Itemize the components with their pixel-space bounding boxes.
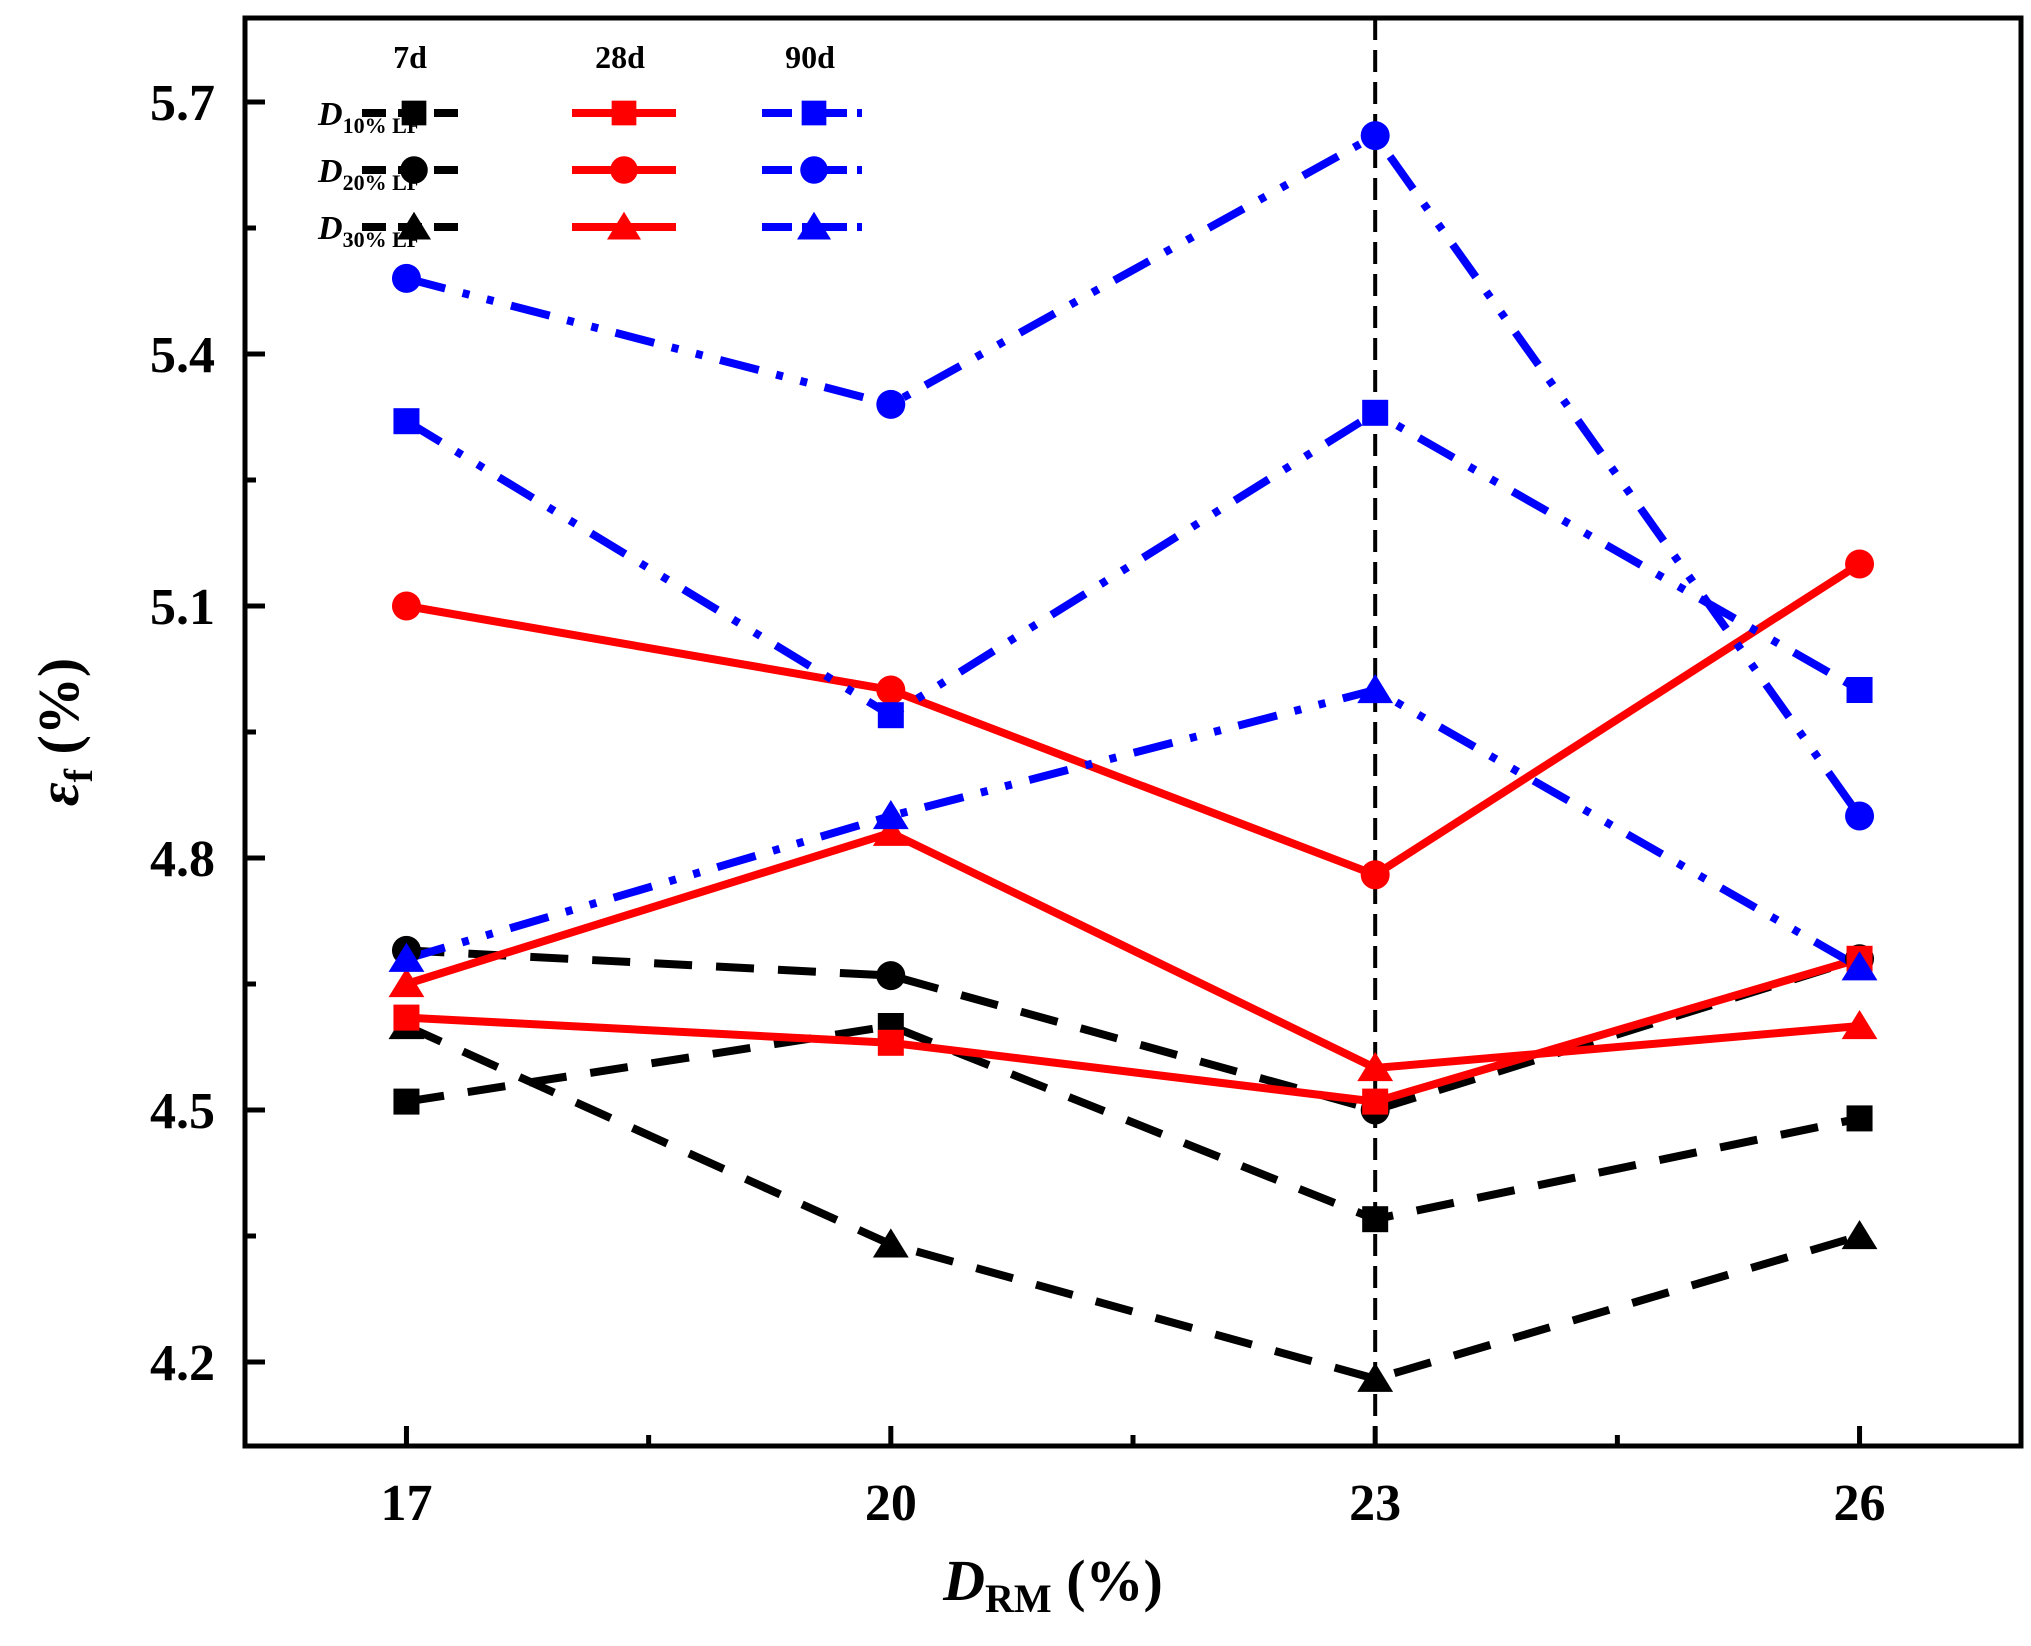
x-axis-label-unit: (%) bbox=[1052, 1548, 1163, 1613]
series-layer bbox=[404, 131, 1863, 1383]
series-7-point-0 bbox=[391, 263, 421, 293]
series-7-point-1 bbox=[876, 389, 906, 419]
series-line-1 bbox=[406, 946, 1861, 1114]
series-0-point-2 bbox=[1362, 1206, 1389, 1233]
series-3-point-2 bbox=[1362, 1088, 1389, 1115]
series-7-point-2 bbox=[1360, 121, 1390, 151]
plot-frame bbox=[242, 15, 2024, 1449]
series-line-4 bbox=[405, 560, 1862, 879]
legend-marker-4 bbox=[610, 156, 638, 184]
x-axis-label-main: D bbox=[942, 1548, 985, 1613]
series-0-point-3 bbox=[1846, 1105, 1873, 1132]
series-line-3 bbox=[406, 954, 1861, 1106]
series-line-7 bbox=[405, 131, 1863, 819]
legend-marker-7 bbox=[800, 156, 828, 184]
legend-col-header-1: 28d bbox=[595, 39, 645, 75]
series-5-point-2 bbox=[1357, 1052, 1394, 1082]
legend-marker-8 bbox=[796, 211, 832, 240]
y-axis-label-main: ε bbox=[26, 782, 91, 806]
series-5-point-0 bbox=[388, 968, 425, 998]
y-axis-label-sub: f bbox=[56, 768, 101, 782]
legend-col-header-2: 90d bbox=[785, 39, 835, 75]
series-8-point-1 bbox=[872, 800, 909, 830]
series-4-point-0 bbox=[391, 591, 421, 621]
series-4-point-1 bbox=[876, 675, 906, 705]
y-tick-label-2: 4.8 bbox=[150, 831, 215, 888]
y-tick-label-1: 4.5 bbox=[150, 1083, 215, 1140]
tick-layer: 4.2 4.5 4.8 5.1 5.4 5.7 17 20 23 26 bbox=[150, 75, 1886, 1532]
y-tick-label-4: 5.4 bbox=[150, 327, 215, 384]
series-6-point-0 bbox=[393, 408, 420, 435]
series-2-point-1 bbox=[872, 1228, 909, 1258]
x-tick-label-2: 23 bbox=[1349, 1475, 1401, 1532]
series-2-point-2 bbox=[1357, 1362, 1394, 1392]
x-tick-label-1: 20 bbox=[865, 1475, 917, 1532]
y-tick-label-3: 5.1 bbox=[150, 579, 215, 636]
series-line-8 bbox=[405, 686, 1862, 971]
legend-col-header-0: 7d bbox=[393, 39, 427, 75]
series-3-point-0 bbox=[393, 1004, 420, 1031]
series-6-point-3 bbox=[1846, 677, 1873, 703]
y-axis-label-unit: (%) bbox=[26, 658, 91, 769]
x-tick-label-3: 26 bbox=[1834, 1475, 1886, 1532]
series-1-point-1 bbox=[876, 961, 906, 991]
marker-layer bbox=[388, 121, 1878, 1392]
y-tick-label-5: 5.7 bbox=[150, 75, 215, 132]
series-4-point-3 bbox=[1845, 549, 1875, 579]
series-8-point-3 bbox=[1841, 951, 1878, 981]
series-6-point-2 bbox=[1362, 399, 1389, 426]
series-line-5 bbox=[405, 828, 1860, 1072]
legend-marker-1 bbox=[400, 156, 428, 184]
series-5-point-3 bbox=[1841, 1010, 1878, 1040]
series-line-0 bbox=[405, 1022, 1861, 1224]
series-0-point-0 bbox=[393, 1088, 420, 1115]
series-3-point-1 bbox=[877, 1029, 904, 1056]
series-5-point-1 bbox=[872, 816, 909, 846]
legend-marker-6 bbox=[801, 100, 827, 126]
series-7-point-3 bbox=[1845, 801, 1875, 831]
legend-marker-2 bbox=[396, 211, 432, 240]
series-8-point-0 bbox=[388, 942, 425, 972]
series-line-6 bbox=[404, 408, 1862, 720]
legend-marker-5 bbox=[606, 211, 642, 240]
x-tick-label-0: 17 bbox=[380, 1475, 432, 1532]
series-4-point-2 bbox=[1360, 860, 1390, 890]
series-8-point-2 bbox=[1357, 674, 1394, 704]
series-2-point-3 bbox=[1841, 1220, 1878, 1250]
legend-marker-3 bbox=[611, 100, 637, 126]
series-6-point-1 bbox=[877, 702, 904, 729]
y-tick-label-0: 4.2 bbox=[150, 1335, 215, 1392]
x-axis-label-sub: RM bbox=[985, 1576, 1052, 1621]
x-axis-label: DRM (%) bbox=[942, 1548, 1163, 1621]
y-axis-label: εf (%) bbox=[26, 658, 101, 806]
legend-marker-0 bbox=[401, 100, 427, 126]
series-line-2 bbox=[404, 1022, 1861, 1383]
